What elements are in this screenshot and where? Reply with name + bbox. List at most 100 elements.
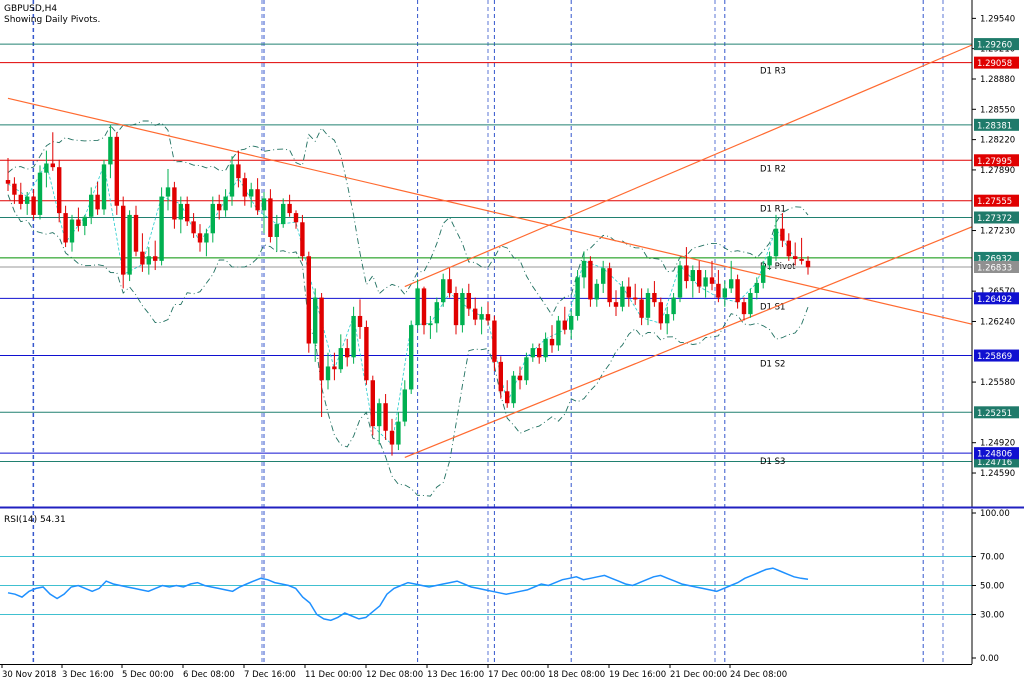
candle-body [300,222,305,257]
candle-body [588,260,593,300]
candle-body [601,268,606,284]
price-tick-label: 1.26570 [980,287,1015,297]
candle-body [249,189,254,197]
level-price-label: 1.25251 [977,409,1012,419]
candle-body [607,268,612,303]
candle-body [658,302,663,324]
trendline[interactable] [404,44,973,288]
candle-body [217,203,222,211]
candle-body [722,288,727,298]
time-axis-labels: 30 Nov 2018 3 Dec 16:00 5 Dec 00:00 6 Dec 0… [1,664,787,680]
candle-body [357,315,363,327]
candle-body [549,338,555,346]
candlestick-series [5,124,811,456]
candle-body [505,391,510,404]
candle-body [377,403,382,427]
pivot-price-label: 1.26932 [977,254,1012,264]
pivot-price-label: 1.27555 [977,197,1012,207]
candle-body [261,198,267,211]
candle-body [780,228,785,241]
candle-body [351,315,356,358]
candle-body [223,196,228,211]
candle-body [127,214,132,275]
candle-body [697,270,702,287]
candle-body [633,297,638,300]
candle-body [383,403,388,431]
price-tick-label: 1.28880 [980,75,1015,85]
candle-body [402,389,407,422]
candle-body [69,219,75,243]
time-tick-label: 7 Dec 16:00 [244,670,296,680]
candle-body [703,277,708,287]
candle-body [767,256,772,266]
current-price-label-bg [974,261,1019,274]
candle-body [761,265,766,283]
trendline[interactable] [7,97,973,325]
level-price-label: 1.29260 [977,41,1012,51]
rsi-tick-label: 70.00 [980,553,1004,563]
chart-subtitle: Showing Daily Pivots. [4,15,100,25]
price-tick-label: 1.27230 [980,227,1015,237]
candle-body [626,286,631,298]
candle-body [108,136,113,165]
trendlines[interactable] [7,44,973,458]
upper-band [7,120,809,317]
time-tick-label: 6 Dec 08:00 [183,670,235,680]
candle-body [645,292,651,318]
candle-body [178,203,183,220]
pivot-label: D1 R2 [760,164,786,174]
candle-body [255,189,260,211]
candle-body [537,348,542,358]
price-tick-label: 1.24590 [980,469,1015,479]
candle-body [293,213,299,223]
pivot-label: D1 R3 [760,67,786,77]
price-axis-level-labels: 1.29260 1.28381 1.27372 1.25251 1.24716 1.290… [974,38,1019,468]
candle-body [709,277,715,284]
candle-body [57,167,62,214]
pivot-price-label: 1.24806 [977,450,1012,460]
candle-body [76,219,81,226]
candle-body [63,213,68,243]
candle-body [172,187,177,220]
time-tick-label: 30 Nov 2018 [2,670,56,680]
pivot-price-label-bg [974,194,1019,207]
candle-body [287,203,292,214]
candle-body [524,357,529,381]
rsi-tick-label: 30.00 [980,611,1004,621]
trendline[interactable] [404,226,973,458]
candle-body [159,196,164,261]
candle-body [185,203,190,222]
price-tick-label: 1.27890 [980,166,1015,176]
candle-body [665,314,670,324]
candle-body [319,297,324,381]
candle-body [479,314,484,320]
candle-body [543,338,548,358]
pivot-price-label-bg [974,447,1019,460]
rsi-tick-label: 100.00 [980,509,1010,519]
candle-body [793,256,798,260]
candle-body [25,196,30,204]
candle-body [805,260,811,268]
candle-body [441,279,446,303]
pivot-price-label: 1.27995 [977,157,1012,167]
candle-body [729,279,734,289]
pivot-price-label-bg [974,349,1019,362]
candle-body [146,256,151,265]
candle-body [421,288,427,326]
rsi-tick-label: 0.00 [980,654,999,664]
candle-body [89,194,94,217]
candle-body [44,163,49,173]
price-tick-label: 1.29540 [980,14,1015,24]
candle-body [613,302,619,307]
price-tick-label: 1.24920 [980,439,1015,449]
candle-body [332,366,337,370]
candle-body [396,421,401,445]
candle-body [210,203,215,234]
symbol-title: GBPUSD,H4 [4,4,57,14]
time-tick-label: 12 Dec 08:00 [366,670,423,680]
candle-body [236,164,241,179]
candle-body [121,205,126,275]
rsi-axis-ticks: 100.00 70.00 50.00 30.00 0.00 [972,509,1010,664]
candle-body [5,180,11,184]
